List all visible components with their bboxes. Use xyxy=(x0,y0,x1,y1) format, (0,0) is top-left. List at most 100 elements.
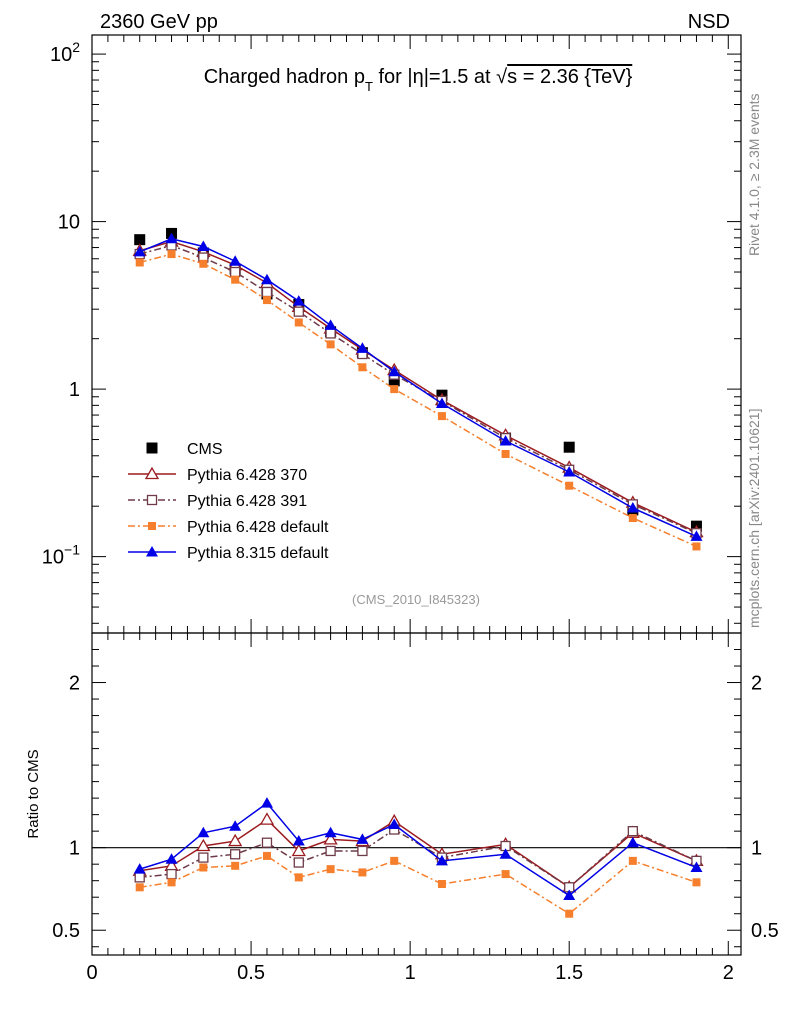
ratio-point-p8def xyxy=(563,889,576,901)
ratio-point-p8def xyxy=(260,797,273,808)
ratio-point-p391 xyxy=(293,857,304,868)
main-point-p8def xyxy=(229,255,242,266)
ratio-point-p8def xyxy=(133,863,146,874)
main-point-p391 xyxy=(293,306,304,317)
ratio-point-p8def xyxy=(229,820,242,831)
main-ytick-base: 10 xyxy=(58,212,80,234)
main-point-p6def xyxy=(199,259,208,268)
main-point-p6def xyxy=(294,318,303,327)
ratio-point-p370 xyxy=(259,812,275,825)
main-point-p8def xyxy=(165,232,178,244)
mcplots-label: mcplots.cern.ch [arXiv:2401.10621] xyxy=(746,409,762,628)
legend-label-cms: CMS xyxy=(187,441,223,458)
ratio-point-p391 xyxy=(198,852,209,863)
main-ytick-exp: −1 xyxy=(64,542,80,558)
main-point-p8def xyxy=(435,397,448,409)
analysis-tag: (CMS_2010_I845323) xyxy=(352,592,480,607)
ratio-point-p8def xyxy=(388,818,401,830)
ratio-point-p370 xyxy=(323,832,338,845)
ratio-point-p391 xyxy=(230,849,241,860)
main-point-p6def xyxy=(437,412,446,421)
ratio-point-p370 xyxy=(291,843,306,857)
xtick-label: 1.5 xyxy=(555,962,583,984)
ratio-point-p391 xyxy=(627,826,638,837)
ratio-axis-ticks: 0.5 0.5 1 1 2 2 0 0.5 1 1.5 2 xyxy=(52,633,779,984)
ratio-line-p8def xyxy=(139,802,697,897)
title-part-c: s = 2.36 {TeV} xyxy=(507,66,632,88)
ratio-ytick-label-right: 2 xyxy=(751,673,762,695)
main-point-p8def xyxy=(324,319,337,330)
rivet-label: Rivet 4.1.0, ≥ 2.3M events xyxy=(746,93,762,256)
title-part-b: for |η|=1.5 at xyxy=(373,66,496,88)
ratio-point-p6def xyxy=(628,856,637,865)
main-point-p6def xyxy=(692,542,701,551)
header-right: NSD xyxy=(688,11,730,33)
main-point-p6def xyxy=(628,514,637,523)
main-point-p8def xyxy=(563,466,576,477)
legend: CMS Pythia 6.428 370 Pythia 6.428 391 Pythi… xyxy=(128,441,329,562)
main-point-cms xyxy=(388,375,400,387)
legend-marker-p8def xyxy=(146,546,158,557)
main-ytick-label: 10 xyxy=(58,212,80,234)
title-part-a: Charged hadron p xyxy=(204,66,365,88)
xtick-label: 2 xyxy=(723,962,734,984)
ratio-ytick-label-left: 2 xyxy=(69,673,80,695)
main-point-p8def xyxy=(197,240,210,252)
main-point-p8def xyxy=(133,245,146,257)
ratio-point-p6def xyxy=(231,861,240,870)
ratio-line-p391 xyxy=(139,828,697,889)
ratio-point-p8def xyxy=(626,836,639,848)
ratio-point-p8def xyxy=(165,853,178,864)
ratio-point-p391 xyxy=(357,845,368,857)
ratio-point-p370 xyxy=(196,838,211,852)
ratio-point-p6def xyxy=(294,873,303,882)
legend-marker-p6def xyxy=(148,522,156,530)
main-point-p391 xyxy=(230,266,241,278)
ratio-ytick-label-right: 0.5 xyxy=(751,920,779,942)
ratio-point-p6def xyxy=(326,865,335,874)
ratio-point-p6def xyxy=(135,883,144,892)
main-point-p6def xyxy=(390,385,399,394)
ratio-point-p6def xyxy=(199,863,208,872)
ratio-point-p6def xyxy=(565,909,574,918)
legend-label-p391: Pythia 6.428 391 xyxy=(187,493,307,510)
main-point-cms xyxy=(134,234,146,246)
main-point-p6def xyxy=(501,449,510,458)
main-point-cms xyxy=(563,441,575,453)
main-point-p6def xyxy=(231,275,240,284)
main-point-p8def xyxy=(292,295,305,306)
main-point-p6def xyxy=(167,250,176,259)
ratio-point-p8def xyxy=(435,854,448,866)
ratio-point-p6def xyxy=(692,878,701,887)
ratio-ylabel: Ratio to CMS xyxy=(25,749,42,838)
ratio-line-p6def xyxy=(139,855,697,915)
main-point-p8def xyxy=(690,530,703,541)
legend-label-p370: Pythia 6.428 370 xyxy=(187,467,307,484)
ratio-point-p391 xyxy=(166,868,177,880)
ratio-point-p6def xyxy=(262,851,271,860)
main-panel-frame xyxy=(91,34,742,634)
main-ytick-label: 1 xyxy=(69,379,80,401)
ratio-point-p391 xyxy=(134,872,145,883)
ratio-point-p6def xyxy=(501,870,510,879)
main-ytick-base: 1 xyxy=(69,379,80,401)
legend-marker-cms xyxy=(146,442,158,454)
main-point-p6def xyxy=(135,258,144,267)
main-point-p6def xyxy=(358,363,367,372)
legend-label-p6def: Pythia 6.428 default xyxy=(187,519,329,536)
main-point-p8def xyxy=(388,365,401,377)
ratio-point-p8def xyxy=(197,826,210,838)
legend-marker-p391 xyxy=(146,494,158,506)
xtick-label: 0.5 xyxy=(237,962,265,984)
legend-marker-p370 xyxy=(144,466,160,480)
xtick-label: 0 xyxy=(86,962,97,984)
legend-label-p8def: Pythia 8.315 default xyxy=(187,545,329,562)
ratio-ytick-label-left: 0.5 xyxy=(52,920,80,942)
ratio-series-group xyxy=(132,797,704,918)
main-ytick-base: 10 xyxy=(42,547,64,569)
ratio-point-p6def xyxy=(167,878,176,887)
main-ytick-exp: 2 xyxy=(72,39,80,55)
header-left: 2360 GeV pp xyxy=(100,11,218,33)
ratio-point-p391 xyxy=(261,837,273,848)
